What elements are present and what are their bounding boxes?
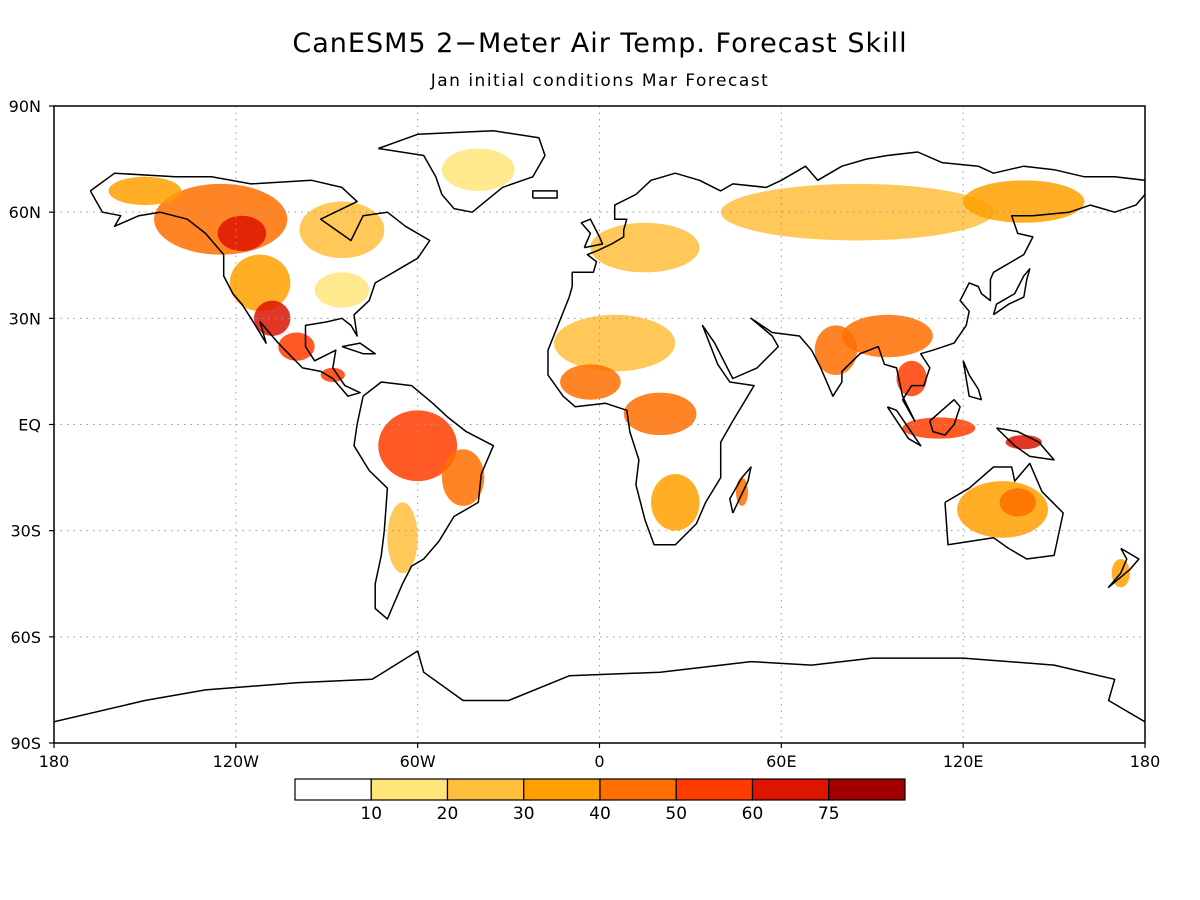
coastline-new-zealand: [1107, 547, 1140, 589]
colorbar-bin: [675, 778, 754, 801]
colorbar-label: 30: [513, 804, 535, 824]
coastline-japan: [992, 268, 1031, 316]
lat-tick-label: 30S: [10, 522, 41, 541]
colorbar-label: 60: [742, 804, 764, 824]
region-china-south: [841, 314, 933, 358]
lat-tick-label: 90N: [9, 97, 41, 116]
coastline-australia: [944, 462, 1064, 560]
lat-tick-label: 60N: [9, 203, 41, 222]
lat-tick-label: 90S: [10, 734, 41, 753]
lat-tick-label: 30N: [9, 309, 41, 328]
coastline-south-america: [353, 381, 495, 620]
region-central-america: [320, 367, 345, 383]
region-south-america-south: [387, 502, 418, 574]
region-australia-core: [999, 488, 1036, 517]
coastline-antarctica: [54, 650, 1145, 723]
colorbar-bin: [523, 778, 601, 801]
coastline-new-guinea: [995, 427, 1055, 461]
region-siberia-east: [963, 180, 1085, 223]
lat-tick-label: 60S: [10, 628, 41, 647]
coastline-afro-eurasia: [547, 151, 1145, 546]
coastline-north-america: [89, 172, 431, 397]
region-europe: [590, 222, 700, 273]
colorbar-label: 50: [665, 804, 687, 824]
coastlines: [54, 130, 1145, 723]
lon-tick-label: 120W: [213, 752, 260, 771]
lon-tick-label: 0: [594, 752, 604, 771]
coastline-greenland: [378, 130, 546, 213]
coastline-philippines: [962, 360, 983, 401]
region-southeast-asia: [896, 360, 927, 397]
colorbar-label: 10: [360, 804, 382, 824]
coastline-madagascar: [729, 466, 752, 514]
colorbar-bin: [751, 778, 830, 801]
region-russia: [720, 183, 994, 241]
coastline-borneo: [929, 398, 961, 436]
region-brazil-east: [441, 449, 485, 506]
coastline-sumatra: [886, 406, 922, 447]
colorbar-bin: [446, 778, 525, 801]
region-southern-africa: [651, 474, 700, 531]
coastline-cuba: [341, 342, 376, 355]
region-usa-east: [314, 272, 370, 308]
colorbar-label: 75: [818, 804, 840, 824]
lon-tick-label: 60W: [400, 752, 436, 771]
colorbar-bin: [599, 778, 677, 801]
coastline-iceland: [532, 190, 558, 199]
lon-tick-label: 60E: [766, 752, 796, 771]
region-usa-southwest: [254, 300, 291, 337]
region-sahara: [554, 314, 676, 372]
lat-tick-label: EQ: [18, 416, 41, 435]
region-west-africa: [560, 364, 621, 400]
colorbar-bin: [294, 778, 372, 801]
region-central-africa: [623, 392, 697, 436]
colorbar: 10 20 30 40 50 60 75: [294, 778, 906, 824]
region-canada-west-core: [217, 215, 267, 252]
region-alaska: [108, 176, 182, 206]
colorbar-bin: [828, 778, 906, 801]
map-gridlines: [54, 106, 1145, 743]
coastline-uk: [580, 218, 604, 249]
lon-tick-label: 120E: [943, 752, 984, 771]
colorbar-label: 20: [437, 804, 459, 824]
region-amazon: [378, 410, 458, 482]
chart-title: CanESM5 2−Meter Air Temp. Forecast Skill: [292, 28, 908, 59]
lon-tick-label: 180: [39, 752, 70, 771]
region-greenland: [441, 148, 515, 191]
colorbar-label: 40: [589, 804, 611, 824]
lon-tick-label: 180: [1130, 752, 1161, 771]
region-mexico: [278, 332, 315, 361]
colorbar-bin: [370, 778, 449, 801]
chart-subtitle: Jan initial conditions Mar Forecast: [430, 71, 770, 91]
region-usa-west: [229, 254, 291, 312]
region-canada-east: [299, 201, 385, 259]
region-indonesia: [902, 417, 976, 439]
